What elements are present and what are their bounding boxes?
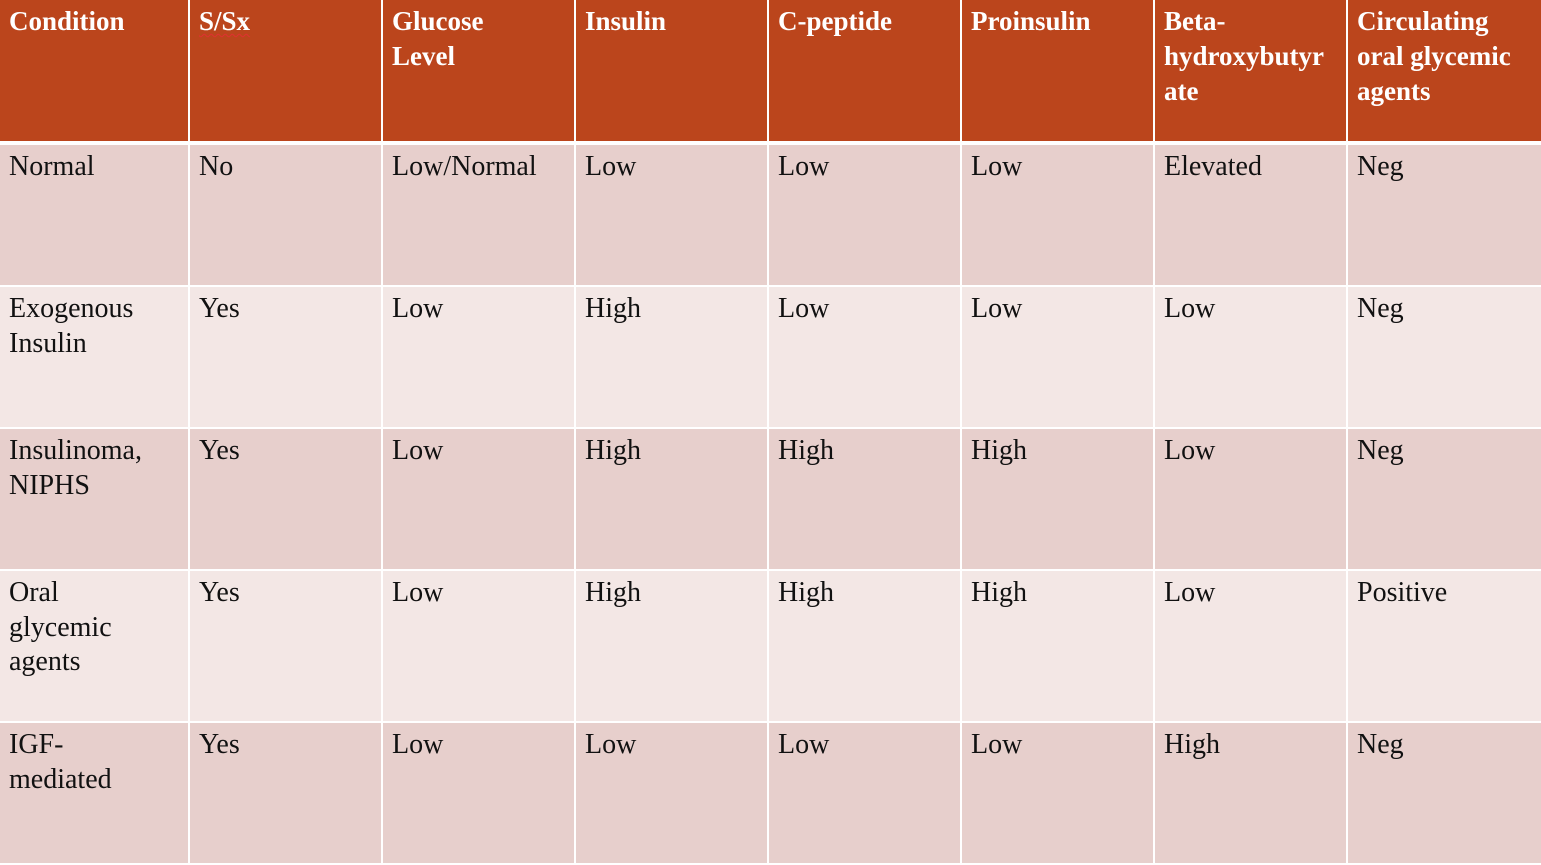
table-cell: High [576,429,769,571]
table-cell: Low [769,287,962,429]
table-cell: Neg [1348,429,1541,571]
table-cell: Low [576,145,769,287]
table-cell: Low [962,145,1155,287]
table-cell: Yes [190,287,383,429]
table-cell: High [1155,723,1348,865]
header-cell-oral-agents: Circulating oral glycemic agents [1348,0,1541,145]
table-cell: High [962,571,1155,723]
table-cell: Elevated [1155,145,1348,287]
table-cell: Low [962,723,1155,865]
header-cell-glucose-level: Glucose Level [383,0,576,145]
header-cell-symptoms: S/Sx [190,0,383,145]
table-cell: Low [769,145,962,287]
table-cell: Low [1155,287,1348,429]
header-cell-beta-hydroxybutyrate: Beta- hydroxybutyr ate [1155,0,1348,145]
table-cell: Yes [190,723,383,865]
table-cell: Neg [1348,287,1541,429]
header-cell-proinsulin: Proinsulin [962,0,1155,145]
table-cell: Low [769,723,962,865]
header-cell-symptoms-label: S/Sx [199,6,251,36]
table-cell: Low [962,287,1155,429]
table-cell: Low [576,723,769,865]
table-cell: High [576,287,769,429]
table-cell: Yes [190,571,383,723]
header-cell-condition: Condition [0,0,190,145]
table-cell: Low [1155,429,1348,571]
table-cell: Low [383,723,576,865]
table-cell: Low [383,429,576,571]
table-cell: IGF- mediated [0,723,190,865]
table-cell: Low/Normal [383,145,576,287]
table-cell: Neg [1348,723,1541,865]
table-cell: Insulinoma, NIPHS [0,429,190,571]
table-cell: Oral glycemic agents [0,571,190,723]
table-cell: No [190,145,383,287]
table-cell: High [576,571,769,723]
table-cell: Low [383,287,576,429]
table-cell: Neg [1348,145,1541,287]
header-cell-insulin: Insulin [576,0,769,145]
table-cell: Normal [0,145,190,287]
header-cell-c-peptide: C-peptide [769,0,962,145]
table-cell: Exogenous Insulin [0,287,190,429]
table-cell: Low [383,571,576,723]
table-cell: High [769,571,962,723]
table-cell: Low [1155,571,1348,723]
table-cell: High [769,429,962,571]
table-cell: High [962,429,1155,571]
table-cell: Yes [190,429,383,571]
table-cell: Positive [1348,571,1541,723]
